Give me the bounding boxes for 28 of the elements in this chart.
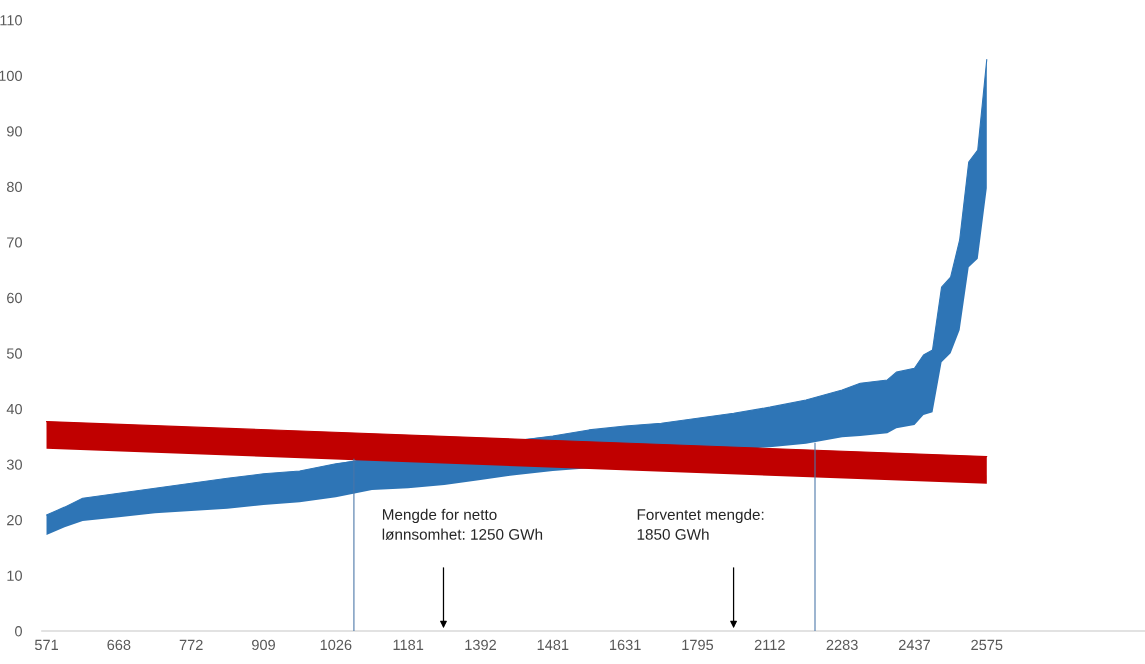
x-tick-label: 1631 [610, 639, 641, 651]
y-tick-label: 0 [15, 626, 22, 637]
x-tick-label: 571 [34, 639, 58, 651]
y-tick-label: 20 [7, 515, 22, 526]
x-tick-label: 2112 [754, 639, 785, 650]
x-tick-label: 2437 [898, 639, 930, 651]
x-tick-label: 772 [179, 639, 203, 650]
x-tick-label: 668 [107, 639, 131, 651]
y-tick-label: 40 [6, 403, 22, 415]
y-tick-label: 30 [6, 459, 22, 470]
y-tick-label: 100 [0, 70, 22, 81]
y-tick-label: 60 [7, 292, 22, 304]
y-tick-label: 110 [0, 15, 22, 26]
x-tick-label: 1795 [682, 639, 714, 651]
x-tick-label: 1392 [465, 639, 496, 651]
x-tick-label: 2283 [826, 639, 858, 651]
x-tick-label: 1481 [537, 639, 569, 651]
y-tick-label: 80 [6, 181, 22, 193]
x-tick-label: 1181 [393, 639, 424, 651]
y-tick-label: 10 [7, 570, 22, 581]
annotation: Mengde for netto lønnsomhet: 1250 GWh [382, 508, 543, 540]
annotation: Forventet mengde: 1850 GWh [637, 508, 764, 540]
y-tick-label: 90 [7, 126, 22, 137]
y-tick-label: 50 [6, 348, 22, 359]
x-tick-label: 909 [252, 639, 275, 651]
y-tick-label: 70 [7, 237, 22, 248]
x-tick-label: 2575 [971, 639, 1003, 651]
x-tick-label: 1026 [320, 639, 352, 651]
